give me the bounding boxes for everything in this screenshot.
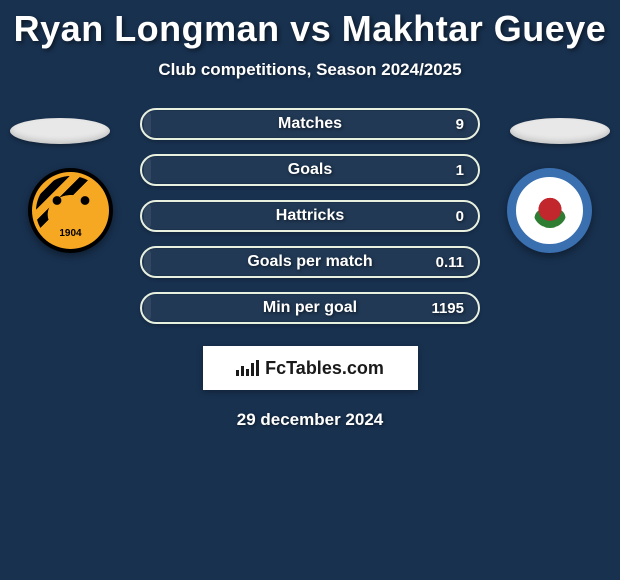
- stat-bar-fill: [144, 158, 151, 182]
- stat-label: Min per goal: [263, 299, 357, 317]
- stat-bar-fill: [144, 250, 151, 274]
- stat-row: Hattricks 0: [140, 200, 480, 232]
- crest-year: 1904: [56, 228, 84, 239]
- stat-bar-fill: [144, 296, 151, 320]
- club-crest-right: [507, 168, 592, 253]
- stat-label: Goals per match: [247, 253, 372, 271]
- stats-bars: Matches 9 Goals 1 Hattricks 0 Goals per match 0…: [140, 108, 480, 324]
- stat-row: Min per goal 1195: [140, 292, 480, 324]
- stat-value-right: 0: [456, 208, 464, 225]
- bar-chart-icon: [236, 360, 259, 376]
- player-photo-placeholder-left: [10, 118, 110, 144]
- date-label: 29 december 2024: [0, 410, 620, 430]
- stat-row: Goals per match 0.11: [140, 246, 480, 278]
- club-crest-left: 1904: [28, 168, 113, 253]
- source-logo: FcTables.com: [203, 346, 418, 390]
- stat-label: Goals: [288, 161, 332, 179]
- page-title: Ryan Longman vs Makhtar Gueye: [0, 0, 620, 50]
- stat-value-right: 0.11: [436, 254, 464, 271]
- stat-label: Matches: [278, 115, 342, 133]
- player-photo-placeholder-right: [510, 118, 610, 144]
- comparison-area: 1904 Matches 9 Goals 1 Hattricks 0 Goals per m…: [0, 108, 620, 430]
- stat-bar-fill: [144, 112, 151, 136]
- stat-row: Matches 9: [140, 108, 480, 140]
- stat-bar-fill: [144, 204, 151, 228]
- subtitle: Club competitions, Season 2024/2025: [0, 60, 620, 80]
- stat-value-right: 1: [456, 162, 464, 179]
- stat-row: Goals 1: [140, 154, 480, 186]
- stat-value-right: 1195: [431, 300, 464, 317]
- stat-label: Hattricks: [276, 207, 344, 225]
- rose-icon: [533, 194, 567, 228]
- stat-value-right: 9: [456, 116, 464, 133]
- logo-text: FcTables.com: [265, 358, 384, 379]
